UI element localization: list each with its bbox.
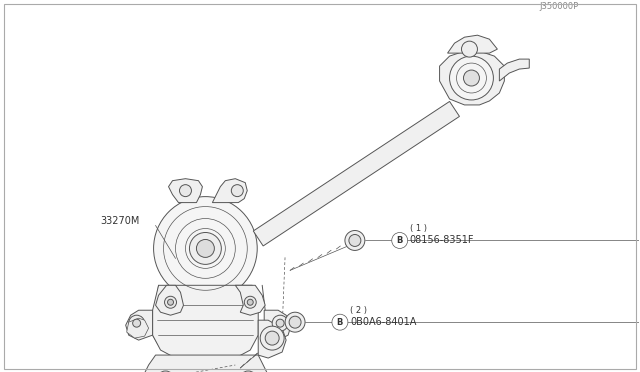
Polygon shape — [236, 285, 265, 315]
Circle shape — [244, 296, 256, 308]
Polygon shape — [127, 318, 148, 338]
Polygon shape — [264, 310, 291, 340]
Circle shape — [332, 314, 348, 330]
Polygon shape — [253, 102, 460, 246]
Text: J350000P: J350000P — [540, 2, 579, 11]
Circle shape — [239, 371, 257, 372]
Polygon shape — [447, 35, 497, 53]
Circle shape — [345, 231, 365, 250]
Circle shape — [168, 299, 173, 305]
Text: 33270M: 33270M — [100, 215, 140, 225]
Text: B: B — [337, 318, 343, 327]
Circle shape — [231, 185, 243, 197]
Polygon shape — [168, 179, 202, 203]
Circle shape — [132, 319, 141, 327]
Polygon shape — [156, 285, 184, 315]
Polygon shape — [125, 310, 152, 340]
Text: 0B0A6-8401A: 0B0A6-8401A — [350, 317, 416, 327]
Polygon shape — [143, 355, 268, 372]
Circle shape — [247, 299, 253, 305]
Circle shape — [179, 185, 191, 197]
Circle shape — [276, 319, 284, 327]
Circle shape — [129, 315, 145, 331]
Polygon shape — [152, 285, 258, 362]
Circle shape — [449, 56, 493, 100]
Circle shape — [157, 371, 175, 372]
Circle shape — [349, 234, 361, 246]
Polygon shape — [440, 51, 504, 105]
Text: B: B — [397, 236, 403, 245]
Text: ( 1 ): ( 1 ) — [410, 224, 427, 233]
Circle shape — [196, 240, 214, 257]
Circle shape — [195, 238, 216, 259]
Circle shape — [463, 70, 479, 86]
Text: ( 2 ): ( 2 ) — [350, 306, 367, 315]
Circle shape — [189, 232, 221, 264]
Text: 08156-8351F: 08156-8351F — [410, 235, 474, 246]
Polygon shape — [258, 320, 286, 358]
Polygon shape — [499, 59, 529, 81]
Circle shape — [289, 316, 301, 328]
Circle shape — [260, 326, 284, 350]
Circle shape — [392, 232, 408, 248]
Circle shape — [461, 41, 477, 57]
Circle shape — [285, 312, 305, 332]
Circle shape — [265, 331, 279, 345]
Circle shape — [272, 315, 288, 331]
Polygon shape — [212, 179, 247, 203]
Circle shape — [154, 197, 257, 300]
Circle shape — [164, 296, 177, 308]
